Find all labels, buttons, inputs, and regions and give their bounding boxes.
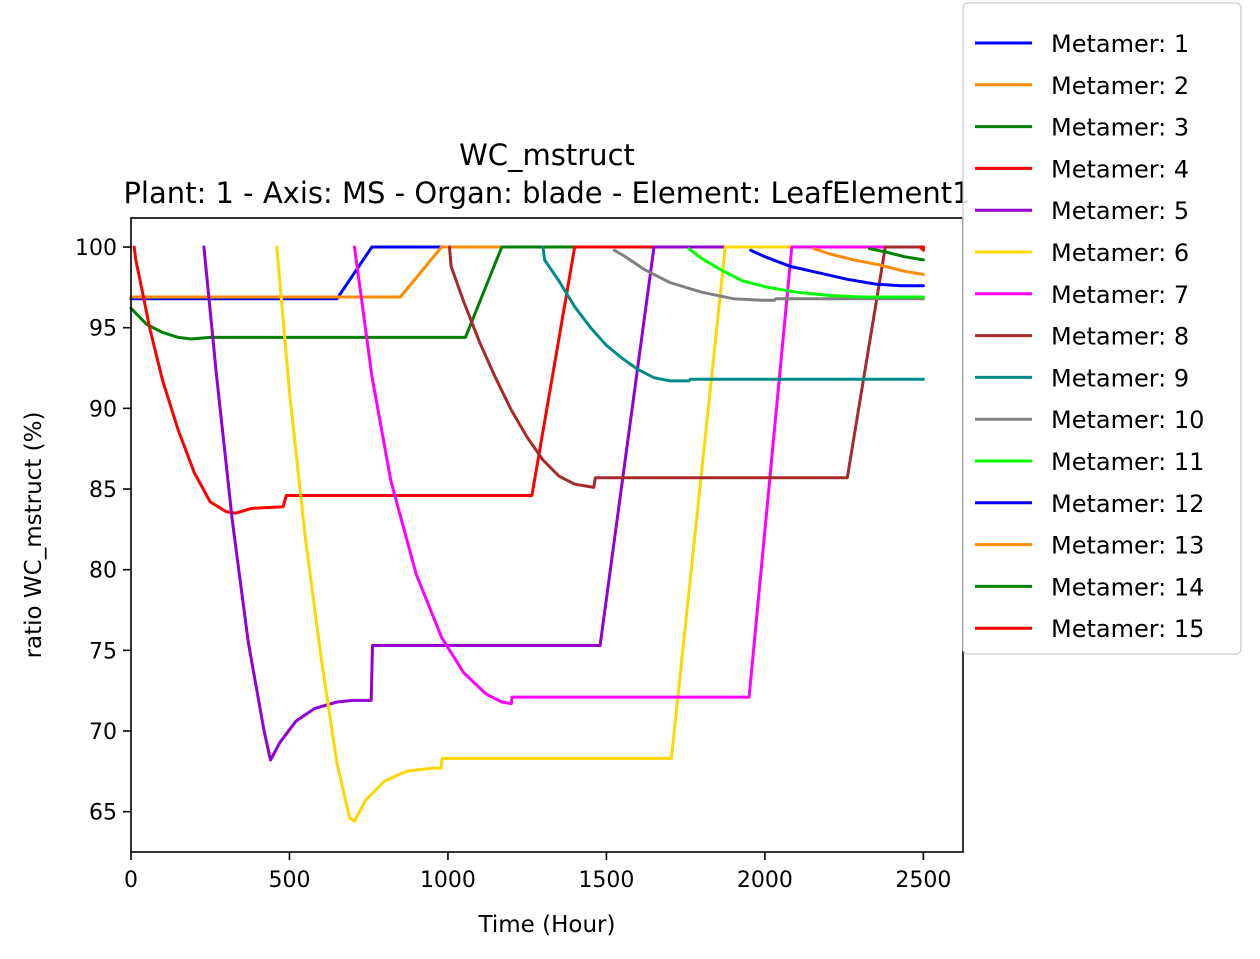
x-tick-label: 0 xyxy=(124,868,138,893)
y-tick-label: 100 xyxy=(75,236,117,261)
legend-entry: Metamer: 11 xyxy=(1051,448,1204,476)
series-line-7 xyxy=(353,245,925,706)
x-tick-label: 500 xyxy=(268,868,310,893)
x-axis-label: Time (Hour) xyxy=(478,912,616,938)
x-tick-label: 1500 xyxy=(578,868,634,893)
series-line-14 xyxy=(868,247,925,262)
series-line-10 xyxy=(612,248,925,302)
chart-subtitle: Plant: 1 - Axis: MS - Organ: blade - Ele… xyxy=(123,176,970,210)
x-tick-label: 1000 xyxy=(420,868,476,893)
y-axis-ticks: 65 70 75 80 85 90 95 100 xyxy=(75,236,131,826)
legend-entry: Metamer: 1 xyxy=(1051,30,1189,58)
plot-lines xyxy=(129,245,925,823)
x-tick-label: 2500 xyxy=(895,868,951,893)
series-line-11 xyxy=(687,247,925,299)
series-line-6 xyxy=(275,245,925,823)
y-tick-label: 65 xyxy=(89,801,117,826)
series-line-8 xyxy=(448,245,925,489)
legend: Metamer: 1 Metamer: 2 Metamer: 3 Metamer: 4… xyxy=(962,2,1242,655)
legend-entry: Metamer: 8 xyxy=(1051,323,1189,351)
y-axis-label: ratio WC_mstruct (%) xyxy=(21,412,47,659)
series-line-5 xyxy=(202,245,925,762)
x-tick-label: 2000 xyxy=(737,868,793,893)
x-axis-ticks: 0 500 1000 1500 2000 2500 xyxy=(124,852,951,893)
y-tick-label: 75 xyxy=(89,639,117,664)
legend-entry: Metamer: 15 xyxy=(1051,615,1204,643)
legend-entry: Metamer: 10 xyxy=(1051,406,1204,434)
series-line-3 xyxy=(129,245,925,341)
series-line-13 xyxy=(812,247,925,276)
legend-box xyxy=(962,2,1242,655)
y-tick-label: 70 xyxy=(89,720,117,745)
y-tick-label: 85 xyxy=(89,478,117,503)
legend-entry: Metamer: 9 xyxy=(1051,364,1189,392)
legend-entry: Metamer: 12 xyxy=(1051,490,1204,518)
y-tick-label: 90 xyxy=(89,397,117,422)
legend-entry: Metamer: 6 xyxy=(1051,239,1189,267)
series-line-1 xyxy=(129,245,925,301)
series-line-15 xyxy=(918,245,925,252)
legend-entry: Metamer: 13 xyxy=(1051,532,1204,560)
legend-entry: Metamer: 5 xyxy=(1051,197,1189,225)
y-tick-label: 80 xyxy=(89,559,117,584)
y-tick-label: 95 xyxy=(89,317,117,342)
series-line-9 xyxy=(541,245,925,383)
legend-entry: Metamer: 2 xyxy=(1051,72,1189,100)
legend-entry: Metamer: 4 xyxy=(1051,155,1189,183)
series-line-2 xyxy=(129,245,925,299)
series-line-12 xyxy=(749,248,925,288)
series-line-4 xyxy=(132,245,925,515)
chart-title: WC_mstruct xyxy=(459,138,635,172)
legend-entry: Metamer: 14 xyxy=(1051,573,1204,601)
legend-entry: Metamer: 3 xyxy=(1051,114,1189,142)
legend-entry: Metamer: 7 xyxy=(1051,281,1189,309)
